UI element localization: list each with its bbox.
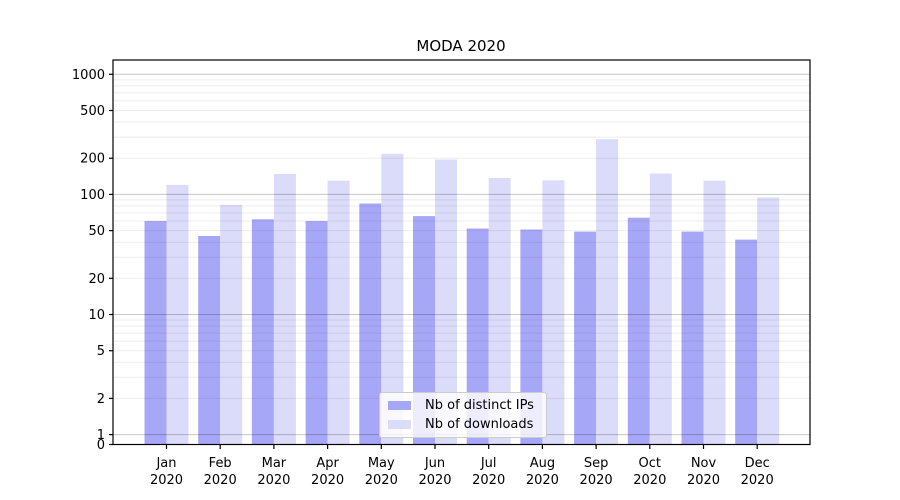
x-tick-label-month: Aug	[530, 456, 555, 471]
x-tick-label-year: 2020	[472, 473, 505, 488]
legend-swatch-distinct-ips	[388, 401, 411, 410]
legend: Nb of distinct IPs Nb of downloads	[379, 392, 547, 438]
y-tick-label: 10	[88, 308, 105, 323]
x-tick-label-year: 2020	[741, 473, 774, 488]
bar-ips-jun	[413, 216, 435, 445]
x-tick-label-month: Jan	[155, 456, 176, 471]
y-tick-label: 50	[88, 224, 105, 239]
x-tick-label-month: Sep	[584, 456, 609, 471]
x-tick-label-year: 2020	[204, 473, 237, 488]
bar-ips-may	[359, 203, 382, 445]
y-tick-label: 1	[97, 428, 105, 443]
bar-downloads-may	[381, 153, 404, 445]
bar-downloads-feb	[220, 204, 243, 445]
y-tick-label: 20	[88, 272, 105, 287]
legend-item-downloads: Nb of downloads	[388, 417, 534, 432]
x-tick-label-year: 2020	[418, 473, 451, 488]
bar-downloads-oct	[649, 173, 672, 445]
bar-ips-jul	[466, 228, 489, 445]
x-tick-label-year: 2020	[633, 473, 666, 488]
bar-ips-mar	[251, 219, 274, 445]
y-tick-label: 0	[97, 438, 105, 453]
y-tick-label: 1000	[72, 68, 105, 83]
bar-ips-dec	[735, 239, 758, 445]
x-tick-label-month: Oct	[639, 456, 661, 471]
x-tick-label-year: 2020	[580, 473, 613, 488]
bar-ips-feb	[198, 236, 221, 445]
y-tick-label: 2	[97, 392, 105, 407]
bar-ips-sep	[574, 231, 597, 445]
bar-downloads-dec	[757, 197, 780, 445]
y-tick-label: 5	[97, 344, 105, 359]
legend-item-distinct-ips: Nb of distinct IPs	[388, 398, 534, 413]
x-tick-label-year: 2020	[257, 473, 290, 488]
x-tick-label-month: Jun	[424, 456, 445, 471]
x-tick-label-year: 2020	[526, 473, 559, 488]
bar-downloads-jan	[166, 184, 189, 445]
legend-swatch-downloads	[388, 420, 411, 429]
bar-downloads-jul	[488, 178, 511, 445]
x-tick-label-year: 2020	[150, 473, 183, 488]
legend-label-distinct-ips: Nb of distinct IPs	[425, 398, 534, 413]
bar-downloads-jun	[435, 159, 457, 445]
x-tick-label-month: May	[368, 456, 395, 471]
bar-downloads-nov	[703, 180, 726, 445]
x-tick-label-month: Apr	[316, 456, 339, 471]
bar-downloads-mar	[273, 174, 296, 445]
x-tick-label-month: Feb	[209, 456, 232, 471]
bar-downloads-aug	[542, 180, 565, 445]
legend-label-downloads: Nb of downloads	[425, 417, 534, 432]
plot-border	[112, 59, 811, 446]
x-tick-label-year: 2020	[365, 473, 398, 488]
bar-ips-aug	[520, 229, 543, 445]
y-tick-label: 100	[80, 188, 105, 203]
bar-downloads-apr	[327, 180, 350, 445]
y-tick-label: 500	[80, 104, 105, 119]
x-tick-label-month: Dec	[745, 456, 770, 471]
bar-downloads-sep	[596, 139, 619, 445]
x-tick-label-month: Mar	[262, 456, 287, 471]
bar-ips-jan	[144, 221, 167, 445]
x-tick-label-year: 2020	[311, 473, 344, 488]
x-tick-label-month: Jul	[480, 456, 497, 471]
y-tick-label: 200	[80, 152, 105, 167]
x-tick-label-month: Nov	[691, 456, 717, 471]
bar-ips-apr	[305, 221, 328, 445]
bar-ips-nov	[681, 231, 704, 445]
bar-ips-oct	[627, 217, 650, 445]
x-tick-label-year: 2020	[687, 473, 720, 488]
chart-title: MODA 2020	[416, 37, 506, 55]
